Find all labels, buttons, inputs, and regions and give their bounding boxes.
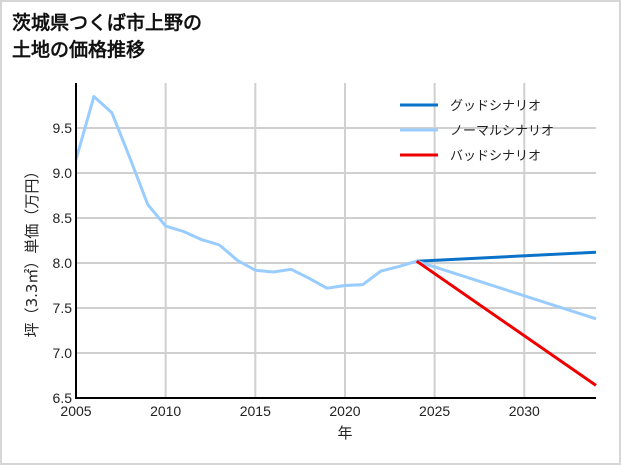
y-axis-label: 坪（3.3㎡）単価（万円） bbox=[23, 164, 41, 338]
title-line-2: 土地の価格推移 bbox=[12, 39, 146, 61]
x-tick-label: 2005 bbox=[60, 403, 91, 419]
legend-label-2: バッドシナリオ bbox=[450, 149, 541, 164]
y-tick-label: 9.5 bbox=[53, 120, 73, 136]
y-tick-label: 7.5 bbox=[53, 300, 73, 316]
x-tick-label: 2010 bbox=[150, 403, 181, 419]
series-line-2 bbox=[415, 259, 597, 387]
series-line-0 bbox=[416, 250, 597, 263]
y-tick-label: 9.0 bbox=[53, 165, 73, 181]
legend-label-1: ノーマルシナリオ bbox=[450, 124, 554, 139]
y-tick-label: 8.5 bbox=[53, 210, 73, 226]
y-tick-label: 6.5 bbox=[53, 390, 73, 406]
legend-label-0: グッドシナリオ bbox=[450, 99, 541, 114]
x-axis-label: 年 bbox=[337, 424, 352, 442]
x-tick-label: 2025 bbox=[419, 403, 450, 419]
x-tick-label: 2030 bbox=[509, 403, 540, 419]
series-line-1 bbox=[74, 95, 597, 321]
title-line-1: 茨城県つくば市上野の bbox=[12, 12, 203, 34]
x-tick-label: 2015 bbox=[240, 403, 271, 419]
x-tick-label: 2020 bbox=[329, 403, 360, 419]
chart-title: 茨城県つくば市上野の 土地の価格推移 bbox=[12, 10, 202, 64]
y-tick-label: 7.0 bbox=[53, 345, 73, 361]
y-tick-label: 8.0 bbox=[53, 255, 73, 271]
